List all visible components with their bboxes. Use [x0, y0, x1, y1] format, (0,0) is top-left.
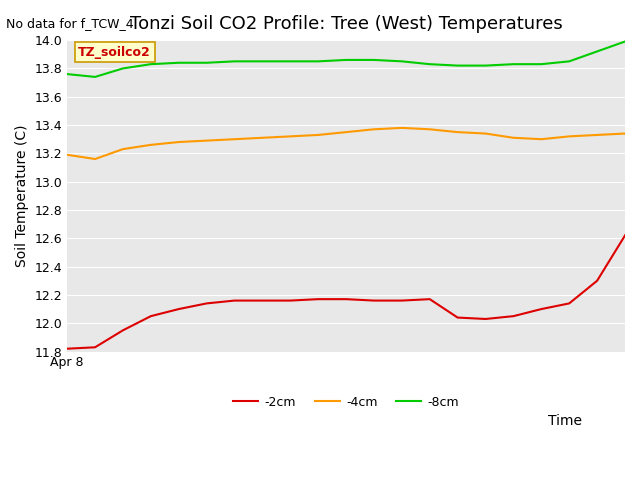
-2cm	[342, 296, 350, 302]
Title: Tonzi Soil CO2 Profile: Tree (West) Temperatures: Tonzi Soil CO2 Profile: Tree (West) Temp…	[130, 15, 563, 33]
-8cm	[565, 59, 573, 64]
-4cm	[398, 125, 406, 131]
-8cm	[509, 61, 517, 67]
-4cm	[230, 136, 238, 142]
-8cm	[454, 63, 461, 69]
-4cm	[538, 136, 545, 142]
-4cm	[509, 135, 517, 141]
Line: -4cm: -4cm	[67, 128, 625, 159]
-8cm	[119, 66, 127, 72]
Legend: -2cm, -4cm, -8cm: -2cm, -4cm, -8cm	[228, 391, 464, 414]
-2cm	[175, 306, 182, 312]
-8cm	[621, 39, 629, 45]
-2cm	[593, 278, 601, 284]
Text: No data for f_TCW_4: No data for f_TCW_4	[6, 17, 134, 30]
-8cm	[538, 61, 545, 67]
-8cm	[426, 61, 433, 67]
-4cm	[287, 133, 294, 139]
-2cm	[147, 313, 155, 319]
-8cm	[482, 63, 490, 69]
-8cm	[203, 60, 211, 66]
-4cm	[147, 142, 155, 148]
-8cm	[314, 59, 322, 64]
-4cm	[342, 129, 350, 135]
-8cm	[370, 57, 378, 63]
-4cm	[565, 133, 573, 139]
-4cm	[454, 129, 461, 135]
-4cm	[426, 126, 433, 132]
-4cm	[314, 132, 322, 138]
-4cm	[119, 146, 127, 152]
-2cm	[314, 296, 322, 302]
-2cm	[287, 298, 294, 303]
-4cm	[203, 138, 211, 144]
-2cm	[119, 327, 127, 333]
-8cm	[147, 61, 155, 67]
-2cm	[426, 296, 433, 302]
-2cm	[621, 233, 629, 239]
-2cm	[230, 298, 238, 303]
-2cm	[565, 300, 573, 306]
-4cm	[621, 131, 629, 136]
Y-axis label: Soil Temperature (C): Soil Temperature (C)	[15, 125, 29, 267]
-8cm	[287, 59, 294, 64]
-4cm	[370, 126, 378, 132]
-4cm	[175, 139, 182, 145]
-4cm	[63, 152, 71, 157]
-2cm	[454, 315, 461, 321]
-8cm	[63, 71, 71, 77]
Line: -2cm: -2cm	[67, 236, 625, 348]
-4cm	[92, 156, 99, 162]
-2cm	[482, 316, 490, 322]
-8cm	[92, 74, 99, 80]
-8cm	[593, 48, 601, 54]
-8cm	[175, 60, 182, 66]
-4cm	[593, 132, 601, 138]
-2cm	[92, 345, 99, 350]
Line: -8cm: -8cm	[67, 42, 625, 77]
-2cm	[398, 298, 406, 303]
-8cm	[398, 59, 406, 64]
-8cm	[342, 57, 350, 63]
-2cm	[259, 298, 266, 303]
Text: TZ_soilco2: TZ_soilco2	[78, 46, 151, 59]
-2cm	[203, 300, 211, 306]
-2cm	[370, 298, 378, 303]
-2cm	[63, 346, 71, 351]
-2cm	[538, 306, 545, 312]
-2cm	[509, 313, 517, 319]
-8cm	[230, 59, 238, 64]
Text: Time: Time	[548, 414, 582, 428]
-4cm	[482, 131, 490, 136]
-4cm	[259, 135, 266, 141]
-8cm	[259, 59, 266, 64]
